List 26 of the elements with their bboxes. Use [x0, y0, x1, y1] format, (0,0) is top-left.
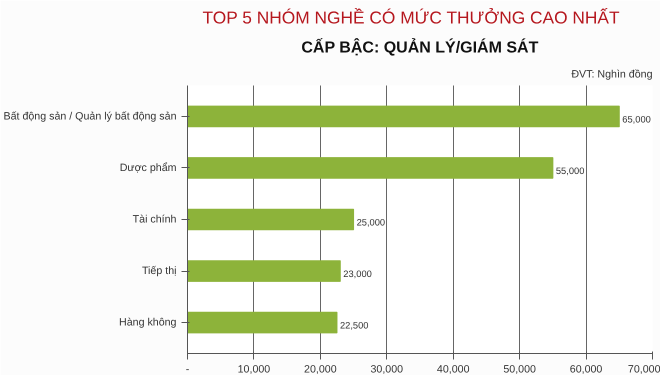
bar — [188, 312, 338, 334]
data-label: 55,000 — [556, 166, 584, 176]
x-tick-label: 20,000 — [304, 364, 337, 376]
chart-title: TOP 5 NHÓM NGHỀ CÓ MỨC THƯỞNG CAO NHẤT — [202, 8, 620, 28]
y-tick-label: Tài chính — [132, 214, 177, 226]
y-tick-label: Hàng không — [119, 316, 177, 329]
data-label: 65,000 — [622, 114, 651, 124]
text: ĐVT: Nghìn đồng — [571, 68, 653, 80]
y-tick-label: Dược phẩm — [120, 162, 177, 174]
x-tick-label: 10,000 — [238, 364, 270, 376]
x-tick-label: 40,000 — [436, 364, 470, 376]
x-tick-label: 50,000 — [503, 364, 536, 376]
data-label: 23,000 — [343, 269, 372, 280]
bar — [188, 106, 620, 128]
y-tick-label: Tiếp thị — [142, 265, 177, 278]
data-label: 22,500 — [340, 320, 368, 331]
x-tick-label: - — [186, 364, 190, 376]
bar — [188, 157, 554, 179]
bar — [188, 208, 354, 230]
data-label: 25,000 — [356, 218, 386, 228]
x-tick-label: 30,000 — [370, 364, 404, 376]
x-tick-label: 60,000 — [570, 364, 602, 376]
bar — [188, 260, 341, 282]
x-tick-label: 70,000 — [628, 364, 661, 376]
chart-subtitle: CẤP BẬC: QUẢN LÝ/GIÁM SÁT — [301, 38, 539, 56]
y-tick-label: Bất động sản / Quản lý bất động sản — [4, 110, 177, 122]
